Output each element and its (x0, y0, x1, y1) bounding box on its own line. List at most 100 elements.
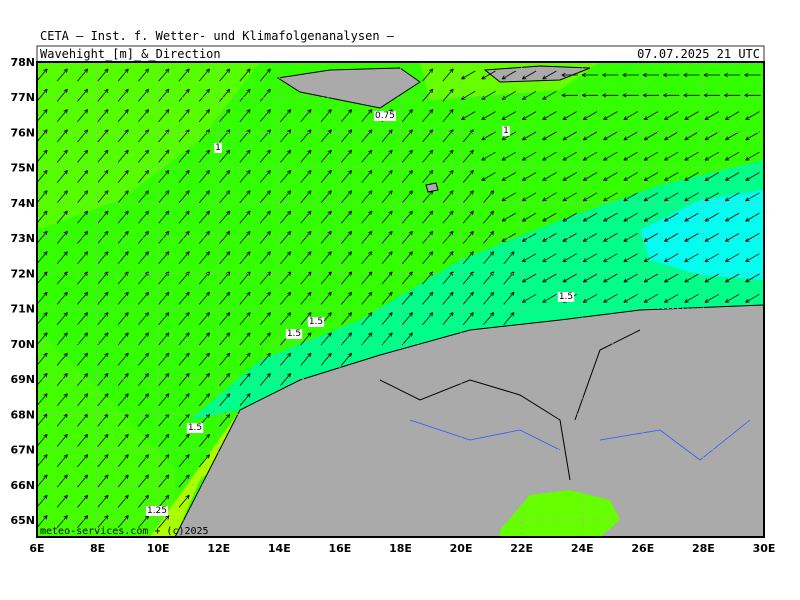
direction-arrow (219, 129, 231, 143)
direction-arrow (158, 230, 170, 244)
direction-arrow (36, 494, 48, 508)
direction-arrow (603, 212, 618, 222)
direction-arrow (562, 151, 577, 161)
direction-arrow (97, 454, 109, 468)
direction-arrow (77, 515, 89, 528)
direction-arrow (542, 70, 557, 80)
direction-arrow (442, 109, 454, 122)
direction-arrow (259, 373, 271, 386)
direction-arrow (158, 474, 170, 488)
direction-arrow (361, 312, 373, 325)
direction-arrow (422, 129, 434, 143)
direction-arrow (97, 170, 109, 183)
direction-arrow (77, 312, 89, 325)
direction-arrow (704, 273, 720, 283)
direction-arrow (97, 515, 109, 528)
direction-arrow (481, 131, 496, 141)
direction-arrow (239, 251, 251, 265)
direction-arrow (521, 90, 537, 100)
direction-arrow (56, 433, 68, 447)
direction-arrow (361, 332, 373, 346)
direction-arrow (582, 233, 598, 242)
lat-label: 67N (10, 444, 35, 457)
direction-arrow (542, 253, 557, 263)
direction-arrow (138, 88, 150, 102)
direction-arrow (603, 253, 618, 263)
direction-arrow (422, 291, 434, 305)
direction-arrow (724, 212, 740, 222)
direction-arrow (198, 393, 210, 407)
direction-arrow (138, 149, 150, 163)
direction-arrow (300, 312, 312, 325)
direction-arrow (36, 332, 48, 346)
direction-arrow (503, 312, 515, 325)
direction-arrow (97, 433, 109, 447)
direction-arrow (663, 72, 680, 78)
direction-arrow (521, 212, 537, 222)
direction-arrow (381, 170, 393, 183)
direction-arrow (361, 251, 373, 265)
direction-arrow (56, 271, 68, 285)
direction-arrow (442, 210, 454, 224)
direction-arrow (117, 149, 129, 163)
direction-arrow (219, 149, 231, 163)
direction-arrow (603, 273, 618, 283)
direction-arrow (117, 88, 129, 102)
direction-arrow (542, 273, 557, 283)
direction-arrow (117, 291, 129, 305)
direction-arrow (521, 151, 537, 161)
direction-arrow (521, 273, 537, 283)
direction-arrow (300, 230, 312, 244)
lon-label: 22E (510, 542, 533, 555)
direction-arrow (219, 251, 231, 265)
direction-arrow (158, 494, 170, 508)
river (409, 419, 751, 461)
direction-arrow (117, 129, 129, 143)
direction-arrow (320, 210, 332, 224)
direction-arrow (320, 129, 332, 143)
contour-label: 1 (215, 143, 221, 153)
direction-arrow (138, 352, 150, 366)
direction-arrow (138, 68, 150, 82)
direction-arrow (622, 72, 639, 78)
direction-arrow (138, 271, 150, 285)
direction-arrow (198, 88, 210, 102)
lat-label: 68N (10, 408, 35, 421)
direction-arrow (138, 332, 150, 346)
direction-arrow (745, 293, 760, 303)
direction-arrow (704, 212, 720, 222)
direction-arrow (178, 109, 190, 122)
direction-arrow (178, 210, 190, 224)
direction-arrow (36, 433, 48, 447)
contour-label: 1.25 (147, 506, 167, 516)
direction-arrow (280, 352, 292, 366)
direction-arrow (77, 109, 89, 122)
direction-arrow (623, 172, 638, 181)
direction-arrow (138, 474, 150, 488)
direction-arrow (36, 170, 48, 183)
direction-arrow (745, 253, 760, 263)
direction-arrow (158, 393, 170, 407)
direction-arrow (643, 172, 659, 181)
direction-arrow (138, 129, 150, 143)
direction-arrow (77, 393, 89, 407)
direction-arrow (643, 233, 659, 242)
direction-arrow (56, 109, 68, 122)
direction-arrow (280, 149, 292, 163)
direction-arrow (341, 129, 353, 143)
direction-arrow (401, 129, 413, 143)
direction-arrow (280, 230, 292, 244)
direction-arrow (442, 230, 454, 244)
direction-arrow (341, 352, 353, 366)
direction-arrow (422, 149, 434, 163)
direction-arrow (198, 230, 210, 244)
direction-arrow (77, 291, 89, 305)
direction-arrow (77, 251, 89, 265)
direction-arrow (117, 474, 129, 488)
direction-arrow (320, 291, 332, 305)
direction-arrow (401, 291, 413, 305)
direction-arrow (56, 494, 68, 508)
direction-arrow (259, 332, 271, 346)
direction-arrow (138, 454, 150, 468)
lat-label: 78N (10, 56, 35, 69)
